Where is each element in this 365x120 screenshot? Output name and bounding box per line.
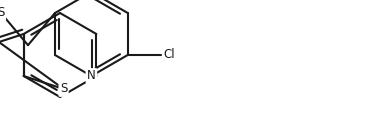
Text: Cl: Cl	[163, 48, 175, 61]
Text: S: S	[0, 6, 5, 19]
Text: N: N	[87, 69, 96, 82]
Text: S: S	[60, 82, 67, 96]
